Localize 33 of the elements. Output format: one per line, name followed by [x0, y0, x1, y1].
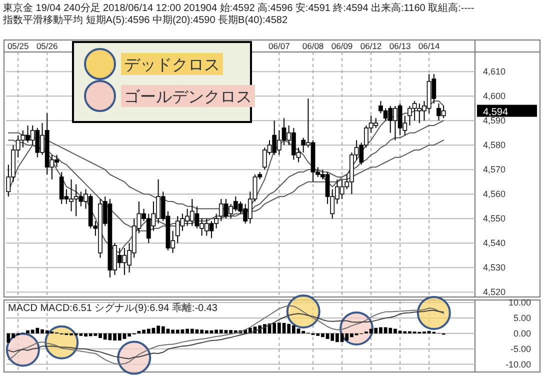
x-tick-label: 06/13	[389, 41, 411, 51]
x-tick-label: 05/25	[7, 41, 29, 51]
y-tick-label: 4,590	[483, 116, 506, 126]
point	[286, 294, 320, 328]
legend-label: ゴールデンクロス	[124, 89, 252, 106]
y-tick-label: 4,550	[483, 214, 506, 224]
y-tick-label: 5.00	[513, 312, 531, 323]
x-tick-label: 06/07	[268, 41, 290, 51]
y-tick-label: 4,560	[483, 189, 506, 200]
chart-subtitle: 指数平滑移動平均 短期A(5):4596 中期(20):4590 長期B(40):4582	[2, 14, 288, 26]
y-tick-label: 4,580	[483, 140, 506, 150]
y-tick-label: -5.00	[510, 344, 531, 354]
chart-title: 東京金 19/04 240分足 2018/06/14 12:00 201904 始:4592 高:4596 安:4591 終:4594 出来高:1160 取組高:----	[3, 2, 474, 14]
x-tick-label: 05/26	[36, 41, 58, 51]
y-tick-label: 4,600	[483, 91, 506, 102]
y-tick-label: 4,610	[483, 66, 506, 77]
point	[6, 332, 40, 367]
y-tick-label: 4,530	[483, 262, 506, 273]
x-tick-label: 06/08	[302, 41, 324, 51]
y-tick-label: 4,540	[483, 238, 506, 248]
text: 4,594	[483, 106, 508, 118]
point	[117, 340, 152, 375]
y-tick-label: 10.00	[508, 298, 531, 308]
legend-label: デッドクロス	[124, 57, 220, 74]
y-tick-label: 0.00	[513, 328, 531, 338]
point	[416, 296, 451, 330]
y-tick-label: 4,520	[483, 287, 506, 298]
x-tick-label: 06/14	[418, 41, 440, 51]
chart-title: MACD MACD:6.51 シグナル(9):6.94 乖離:-0.43	[8, 302, 218, 314]
y-tick-label: -10.00	[505, 359, 531, 370]
x-tick-label: 06/09	[331, 41, 353, 51]
x-tick-label: 06/12	[360, 41, 382, 51]
y-tick-label: 4,570	[483, 164, 506, 175]
